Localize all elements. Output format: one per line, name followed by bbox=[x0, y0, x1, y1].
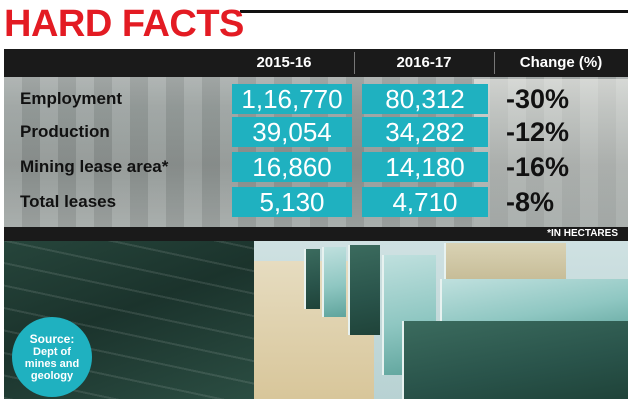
headline-rule bbox=[240, 10, 628, 13]
cell-total-leases-2015-16: 5,130 bbox=[232, 187, 352, 217]
cell-production-change: -12% bbox=[506, 117, 570, 147]
row-label-total-leases: Total leases bbox=[20, 192, 117, 211]
marble-slab bbox=[348, 245, 380, 335]
cell-total-leases-change: -8% bbox=[506, 187, 555, 217]
table-background-highlight bbox=[474, 79, 628, 242]
row-label-employment: Employment bbox=[20, 89, 123, 108]
headline: HARD FACTS bbox=[4, 3, 244, 45]
cell-total-leases-2016-17: 4,710 bbox=[362, 187, 488, 217]
cell-employment-2015-16: 1,16,770 bbox=[232, 84, 352, 114]
marble-slab bbox=[322, 247, 346, 317]
cell-mining-lease-area-change: -16% bbox=[506, 152, 570, 182]
facts-table: 2015-16 2016-17 Change (%) Employment 1,… bbox=[4, 49, 628, 242]
cell-production-2015-16: 39,054 bbox=[232, 117, 352, 147]
table-header: 2015-16 2016-17 Change (%) bbox=[4, 49, 628, 77]
marble-slab bbox=[304, 249, 320, 309]
column-header-change: Change (%) bbox=[519, 54, 603, 71]
footnote-bar: *IN HECTARES bbox=[4, 227, 628, 241]
header-divider bbox=[494, 52, 495, 74]
source-line: mines and bbox=[24, 357, 80, 370]
column-header-2015-16: 2015-16 bbox=[256, 54, 312, 71]
marble-slab bbox=[402, 321, 628, 399]
cell-mining-lease-area-2015-16: 16,860 bbox=[232, 152, 352, 182]
source-line: geology bbox=[30, 369, 74, 382]
header-divider bbox=[354, 52, 355, 74]
cell-employment-2016-17: 80,312 bbox=[362, 84, 488, 114]
cell-production-2016-17: 34,282 bbox=[362, 117, 488, 147]
column-header-2016-17: 2016-17 bbox=[396, 54, 452, 71]
cell-mining-lease-area-2016-17: 14,180 bbox=[362, 152, 488, 182]
cell-employment-change: -30% bbox=[506, 84, 570, 114]
row-label-mining-lease-area: Mining lease area* bbox=[20, 157, 169, 176]
footnote: *IN HECTARES bbox=[547, 228, 618, 239]
source-line: Dept of bbox=[33, 345, 71, 358]
marble-slab-top bbox=[444, 243, 566, 279]
row-label-production: Production bbox=[20, 122, 110, 141]
source-badge: Source: Dept of mines and geology bbox=[12, 317, 92, 397]
source-heading: Source: bbox=[29, 331, 75, 346]
marble-slabs-photo: Source: Dept of mines and geology bbox=[4, 241, 628, 399]
